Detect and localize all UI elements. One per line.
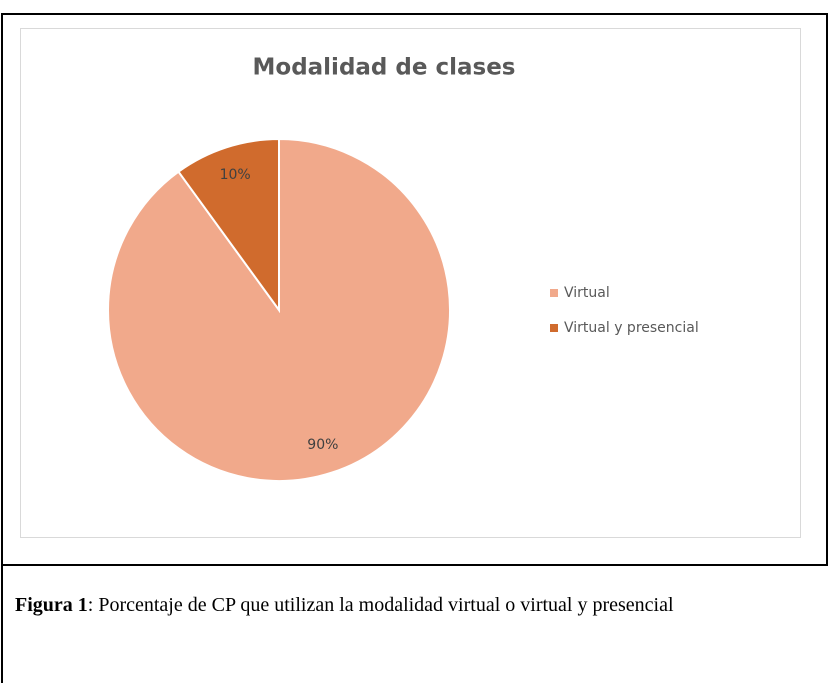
chart-title: Modalidad de clases: [253, 55, 516, 81]
legend-label: Virtual: [564, 285, 610, 301]
caption-text: : Porcentaje de CP que utilizan la modal…: [87, 594, 674, 616]
pie-slice: [107, 137, 451, 482]
figure-frame: [1, 13, 828, 566]
data-label: 90%: [307, 437, 338, 453]
pie-slice: [177, 137, 280, 314]
legend-swatch: [550, 289, 558, 297]
caption: Figura 1: Porcentaje de CP que utilizan …: [15, 584, 805, 627]
chart: Modalidad de clases 90% 10% Virtual Virtual…: [20, 28, 801, 538]
caption-label: Figura 1: [15, 594, 88, 616]
data-label: 10%: [220, 167, 251, 183]
caption-frame: [1, 566, 3, 683]
legend-swatch: [550, 324, 558, 332]
legend-label: Virtual y presencial: [564, 320, 699, 336]
